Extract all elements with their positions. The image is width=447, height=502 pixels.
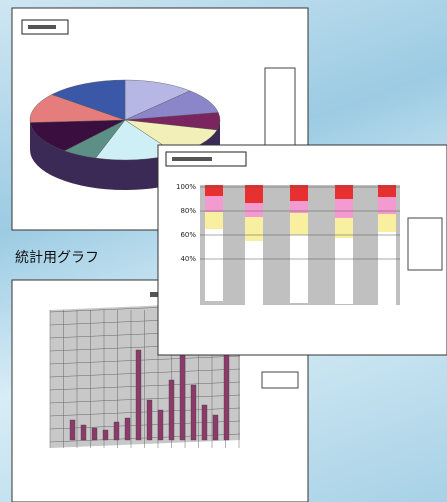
wall-line xyxy=(49,355,241,365)
stacked-bars xyxy=(205,185,396,311)
legend-box xyxy=(261,371,299,389)
bar-3d xyxy=(146,399,153,441)
wall-line xyxy=(49,368,241,378)
stack-seg xyxy=(378,185,396,197)
wall-line xyxy=(49,394,241,404)
bar-3d xyxy=(212,414,219,441)
stack-seg xyxy=(205,212,223,229)
stack-seg xyxy=(378,214,396,232)
bar-3d xyxy=(135,349,142,441)
legend-box xyxy=(407,217,443,271)
y-axis: 100% 80% 60% 40% xyxy=(176,183,400,263)
stack-seg xyxy=(290,201,308,213)
wall-grid xyxy=(49,303,241,448)
y-tick-label: 100% xyxy=(176,183,196,191)
wall-line xyxy=(49,381,241,391)
bar-3d xyxy=(91,427,98,441)
stack-seg xyxy=(290,185,308,201)
bar-3d xyxy=(80,424,87,441)
stack-seg xyxy=(245,217,263,241)
bar-3d xyxy=(69,419,76,441)
y-tick-label: 60% xyxy=(180,231,196,239)
legend-box xyxy=(264,67,296,149)
bar-3d xyxy=(113,421,120,441)
stack-seg xyxy=(205,229,223,301)
stack-seg xyxy=(335,238,353,304)
bar-3d xyxy=(157,409,164,441)
stack-seg xyxy=(335,218,353,238)
pie-slice xyxy=(51,79,126,121)
y-tick-label: 80% xyxy=(180,207,196,215)
stack-seg xyxy=(290,213,308,235)
y-tick-label: 40% xyxy=(180,255,196,263)
title-blur xyxy=(28,25,56,29)
bar-3d xyxy=(190,384,197,441)
stack-seg xyxy=(378,197,396,214)
bar-3d xyxy=(102,429,109,441)
stack-seg xyxy=(245,185,263,203)
wall-line xyxy=(49,433,241,443)
stack-seg xyxy=(245,203,263,217)
stack-seg xyxy=(245,241,263,311)
pie-slice xyxy=(29,119,126,152)
stack-seg xyxy=(378,232,396,305)
bar-3d xyxy=(168,379,175,441)
pie-slice xyxy=(124,79,191,121)
wall-line xyxy=(49,407,241,417)
bar-3d xyxy=(201,404,208,441)
stack-seg xyxy=(290,235,308,303)
bar-3d xyxy=(124,417,131,441)
stack-seg xyxy=(335,199,353,218)
title-blur xyxy=(172,157,212,161)
caption: 統計用グラフ xyxy=(15,250,99,266)
stack-seg xyxy=(205,185,223,196)
stack-seg xyxy=(335,185,353,199)
stack-seg xyxy=(205,196,223,212)
pie-slice xyxy=(29,94,126,123)
stacked-panel: 100% 80% 60% 40% xyxy=(157,144,447,356)
